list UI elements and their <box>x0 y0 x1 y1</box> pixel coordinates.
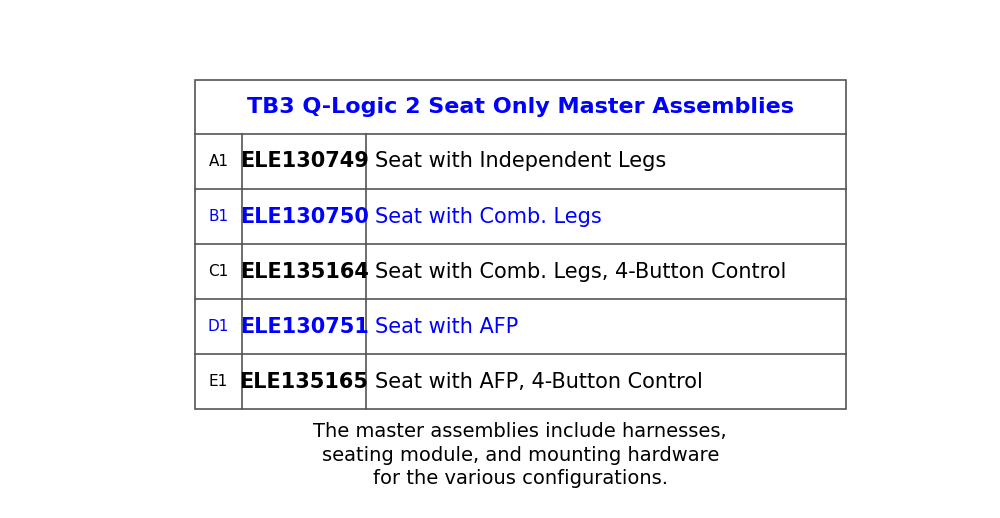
Text: E1: E1 <box>209 374 228 389</box>
Text: B1: B1 <box>208 209 229 224</box>
Text: for the various configurations.: for the various configurations. <box>373 469 668 488</box>
Text: Seat with Comb. Legs, 4-Button Control: Seat with Comb. Legs, 4-Button Control <box>375 262 787 282</box>
Text: ELE130750: ELE130750 <box>240 207 369 226</box>
Text: ELE130749: ELE130749 <box>240 151 369 171</box>
Text: TB3 Q-Logic 2 Seat Only Master Assemblies: TB3 Q-Logic 2 Seat Only Master Assemblie… <box>247 97 794 117</box>
Text: Seat with AFP: Seat with AFP <box>375 316 519 337</box>
Text: ELE130751: ELE130751 <box>240 316 369 337</box>
Text: Seat with Independent Legs: Seat with Independent Legs <box>375 151 667 171</box>
Text: Seat with Comb. Legs: Seat with Comb. Legs <box>375 207 602 226</box>
Text: C1: C1 <box>208 264 229 279</box>
Text: The master assemblies include harnesses,: The master assemblies include harnesses, <box>313 422 727 441</box>
Text: A1: A1 <box>209 154 229 169</box>
Text: ELE135165: ELE135165 <box>240 371 369 392</box>
Text: Seat with AFP, 4-Button Control: Seat with AFP, 4-Button Control <box>375 371 703 392</box>
Text: seating module, and mounting hardware: seating module, and mounting hardware <box>322 445 719 465</box>
Bar <box>195 80 846 409</box>
Text: D1: D1 <box>208 319 229 334</box>
Text: ELE135164: ELE135164 <box>240 262 369 282</box>
